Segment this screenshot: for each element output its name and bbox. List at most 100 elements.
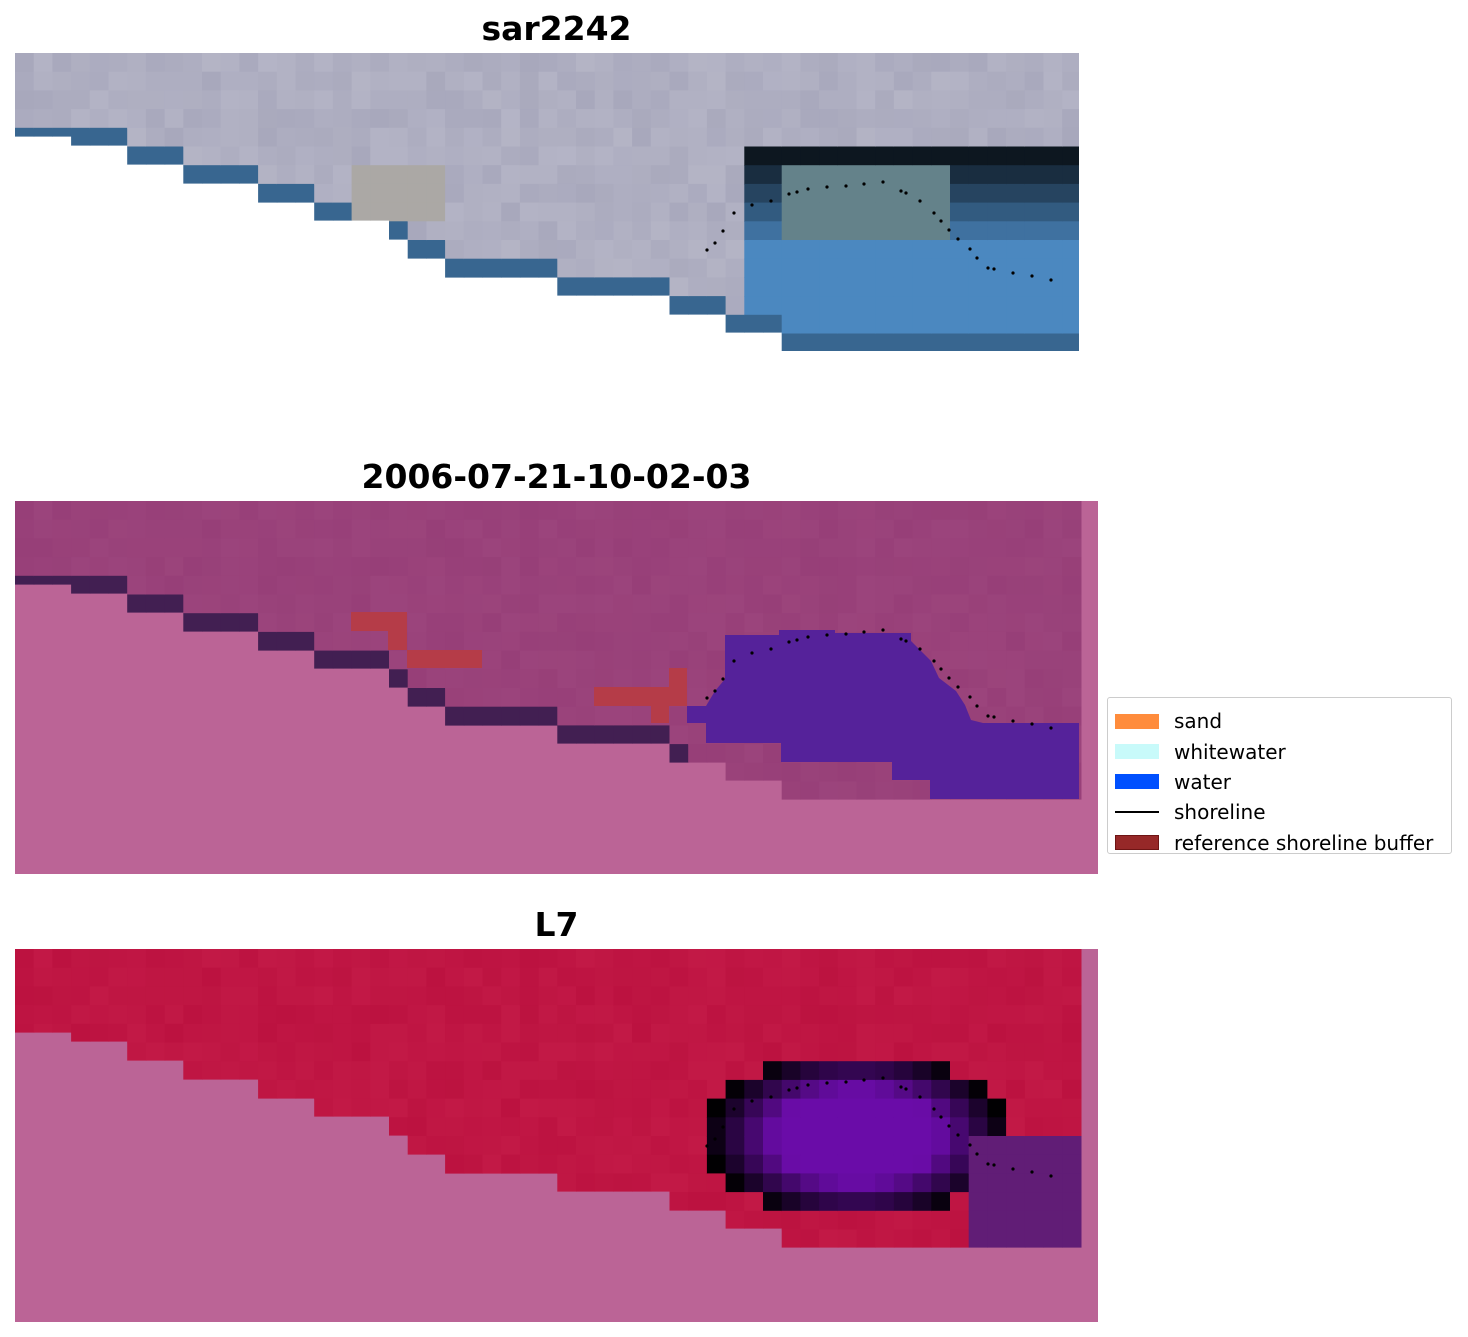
classified-pixel [744, 538, 764, 558]
index-pixel [482, 986, 502, 1006]
index-pixel [1024, 949, 1045, 969]
index-pixel [987, 1117, 1007, 1137]
classified-pixel [1024, 706, 1045, 726]
classified-pixel [108, 519, 128, 539]
rgb-pixel [669, 71, 689, 91]
index-pixel [856, 1061, 876, 1081]
index-pixel [669, 1154, 689, 1174]
index-pixel [781, 1229, 801, 1248]
rgb-pixel [800, 71, 820, 91]
rgb-pixel [538, 240, 558, 260]
rgb-pixel [1062, 90, 1079, 110]
index-pixel [482, 1079, 502, 1100]
index-pixel [968, 1079, 988, 1100]
classified-pixel [389, 669, 409, 688]
rgb-pixel [1062, 146, 1079, 166]
rgb-pixel [650, 165, 671, 185]
index-pixel [650, 949, 671, 969]
classified-pixel [370, 519, 390, 539]
classified-pixel [426, 519, 446, 539]
index-pixel [202, 1005, 222, 1025]
index-pixel [276, 1042, 297, 1062]
index-pixel [258, 1042, 278, 1062]
rgb-pixel [351, 109, 371, 129]
rgb-pixel [650, 53, 671, 73]
classified-pixel [800, 538, 820, 558]
index-pixel [893, 1136, 914, 1156]
rgb-pixel [258, 90, 278, 110]
rgb-pixel [650, 90, 671, 110]
rgb-pixel [482, 71, 502, 91]
classified-pixel [445, 669, 465, 689]
rgb-pixel [688, 90, 708, 110]
index-pixel [463, 1079, 484, 1100]
classified-pixel [89, 519, 110, 539]
index-pixel [632, 986, 652, 1006]
index-pixel [931, 1023, 951, 1044]
rgb-pixel [594, 258, 614, 278]
classified-pixel [725, 519, 745, 539]
classified-pixel [183, 594, 203, 614]
classified-pixel [1006, 594, 1026, 614]
classified-pixel [613, 650, 633, 670]
index-pixel [164, 949, 184, 969]
classified-pixel [706, 650, 727, 670]
rgb-pixel [407, 71, 427, 91]
index-pixel [837, 1117, 858, 1137]
classified-pixel [650, 725, 671, 744]
index-pixel [744, 1079, 764, 1100]
classified-pixel [744, 501, 764, 521]
rgb-pixel [669, 109, 689, 129]
rgb-pixel [613, 127, 633, 148]
classified-pixel [332, 613, 353, 633]
rgb-pixel [912, 314, 932, 335]
rgb-pixel [669, 258, 689, 278]
rgb-pixel [127, 53, 147, 73]
rgb-pixel [1024, 71, 1045, 91]
index-pixel [725, 1023, 745, 1044]
index-pixel [763, 1042, 783, 1062]
classified-pixel [912, 575, 932, 596]
index-pixel [519, 1061, 540, 1081]
rgb-pixel [463, 127, 484, 148]
rgb-pixel [893, 258, 914, 278]
rgb-pixel [632, 146, 652, 166]
rgb-pixel [744, 109, 764, 129]
classified-pixel [706, 538, 727, 558]
rgb-pixel [314, 71, 334, 91]
rgb-pixel [856, 71, 876, 91]
classified-pixel [1024, 669, 1045, 689]
index-pixel [332, 1098, 353, 1117]
classified-pixel [893, 575, 914, 596]
index-pixel [15, 1005, 35, 1025]
shoreline-point [825, 633, 829, 637]
rgb-pixel [800, 277, 820, 297]
rgb-pixel [576, 221, 596, 241]
index-pixel [968, 949, 988, 969]
classified-pixel [407, 519, 427, 539]
classified-pixel [15, 557, 35, 577]
classified-pixel [800, 594, 820, 614]
classified-pixel [295, 575, 315, 596]
rgb-pixel [15, 90, 35, 110]
rgb-pixel [632, 127, 652, 148]
classified-pixel [856, 557, 876, 577]
rgb-pixel [912, 258, 932, 278]
index-pixel [725, 1061, 745, 1081]
index-pixel [912, 1023, 932, 1044]
rgb-pixel [893, 53, 914, 73]
rgb-pixel [781, 109, 801, 129]
rgb-pixel [295, 109, 315, 129]
rgb-pixel [931, 127, 951, 148]
classified-pixel [931, 538, 951, 558]
shoreline-point [992, 1163, 996, 1167]
index-pixel [875, 1061, 895, 1081]
rgb-pixel [389, 146, 409, 166]
classified-pixel [295, 538, 315, 558]
rgb-pixel [763, 277, 783, 297]
shoreline-point [881, 628, 885, 632]
rgb-pixel [669, 296, 689, 315]
index-pixel [445, 1098, 465, 1118]
classified-pixel [1006, 688, 1026, 708]
shoreline-point [825, 185, 829, 189]
